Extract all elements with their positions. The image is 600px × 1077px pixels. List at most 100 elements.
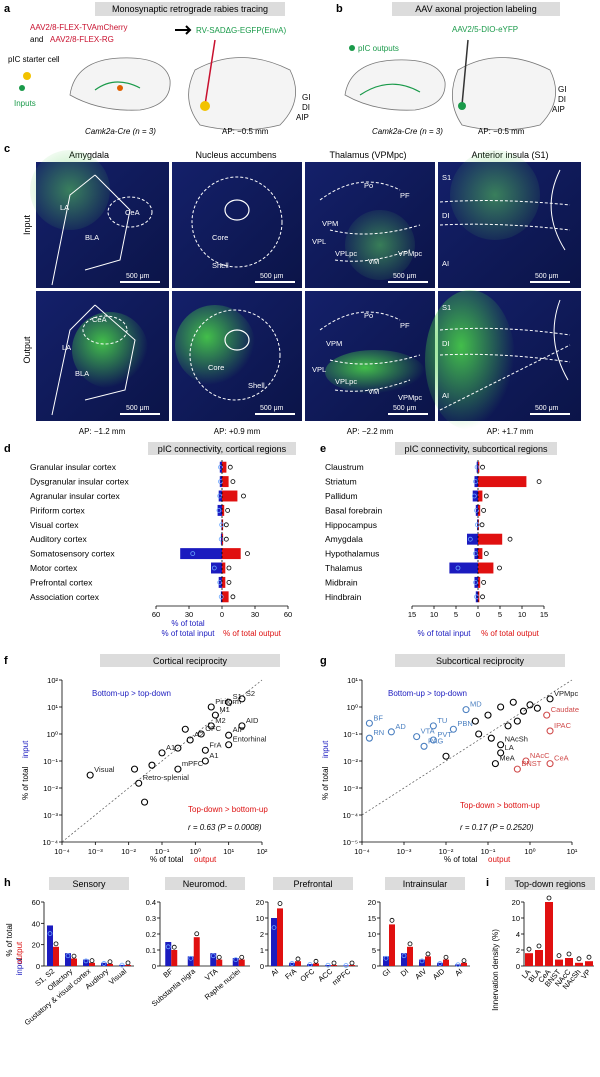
- panel-d: d pIC connectivity, cortical regions Gra…: [4, 442, 296, 638]
- y-tick-label: 10⁻³: [343, 784, 358, 793]
- y-tick-label: 20: [368, 898, 376, 907]
- x-tick-label: 10²: [257, 847, 268, 856]
- dot-input: [218, 594, 224, 600]
- y-tick-label: 10⁰: [47, 730, 58, 739]
- panel-e-title: pIC connectivity, subcortical regions: [405, 444, 548, 454]
- scatter-point: [513, 717, 521, 725]
- panel-g-header-box: [395, 654, 565, 667]
- x-tick-label: 10⁻¹: [155, 847, 170, 856]
- bar-output: [107, 963, 113, 966]
- dot-output: [295, 956, 301, 962]
- y-tick-label: 10⁻⁴: [42, 838, 58, 847]
- dot-output: [481, 580, 487, 585]
- tick-label: 15: [408, 610, 416, 619]
- bar-input: [218, 490, 222, 502]
- scatter-point: [546, 727, 554, 735]
- bar-output: [222, 519, 224, 531]
- y-tick-label: 10⁻¹: [43, 757, 58, 766]
- bar-input: [165, 942, 172, 966]
- point-label: FrA: [209, 740, 221, 749]
- region-la: LA: [60, 203, 69, 212]
- scale-label: 500 μm: [393, 405, 417, 412]
- panel-d-axis: 60 30 0 30 60: [152, 460, 292, 619]
- projection-signal: [425, 290, 515, 430]
- panel-a-title: Monosynaptic retrograde rabies tracing: [112, 4, 268, 14]
- point-label: S2: [246, 689, 255, 698]
- y-tick-label: 10¹: [47, 703, 58, 712]
- y-tick-label: 10⁻⁵: [343, 838, 358, 847]
- bar-output: [222, 562, 226, 574]
- point-label: Piriform: [215, 697, 241, 706]
- panel-d-bars: [180, 461, 250, 603]
- panel-g-plot: 10⁻⁴ 10⁻³ 10⁻² 10⁻¹ 10⁰ 10¹10⁻⁵10⁻⁴10⁻³10⁻²10…: [342, 676, 579, 856]
- region-bla: BLA: [75, 369, 89, 378]
- dot-input: [467, 536, 473, 542]
- scatter-point: [471, 717, 479, 725]
- bar-output: [171, 950, 178, 966]
- panel-e: e pIC connectivity, subcortical regions …: [320, 442, 557, 638]
- y-tick-label: 10²: [47, 676, 58, 685]
- bar-output: [295, 961, 301, 966]
- bar-input: [101, 962, 107, 966]
- category-label: Somatosensory cortex: [30, 549, 115, 559]
- scatter-point: [442, 752, 450, 760]
- dot-input: [437, 961, 443, 966]
- panel-c-col-accumbens: Nucleus accumbens: [195, 150, 277, 160]
- x-category-label: BF: [161, 966, 174, 979]
- dot-input: [455, 962, 461, 968]
- bar-output: [478, 519, 479, 531]
- panel-i-ylabel: Innervation density (%): [491, 929, 500, 1011]
- tick-label: 30: [185, 610, 193, 619]
- dot-output: [483, 493, 489, 499]
- x-tick-label: 10⁻²: [121, 847, 136, 856]
- panel-h-ylabel-a: % of total: [5, 923, 14, 957]
- dot-input: [289, 961, 295, 966]
- scale-label: 500 μm: [260, 405, 284, 412]
- tick-label: 60: [284, 610, 292, 619]
- region-ai: AI: [442, 259, 449, 268]
- y-tick-label: 40: [32, 919, 40, 928]
- region-vpmpc: VPMpc: [398, 249, 422, 258]
- panel-f-stats: r = 0.63 (P = 0.0008): [188, 823, 262, 832]
- scatter-point: [130, 765, 139, 773]
- panel-letter-h: h: [4, 877, 11, 889]
- dot-input: [210, 953, 216, 959]
- y-tick-label: 10¹: [347, 676, 358, 685]
- region-cea: CeA: [125, 208, 140, 217]
- point-label: LA: [505, 743, 514, 752]
- dot-density: [526, 946, 532, 952]
- bar-density: [575, 962, 583, 966]
- panel-letter-i: i: [486, 877, 489, 889]
- point-label: PVT: [437, 730, 452, 739]
- panel-f-top-down: Top-down > bottom-up: [188, 805, 268, 814]
- scatter-point: [513, 765, 521, 773]
- region-core: Core: [208, 363, 224, 372]
- y-tick-label: 0: [260, 962, 264, 971]
- bar-output: [193, 937, 200, 966]
- region-cea: CeA: [92, 315, 107, 324]
- region-bla: BLA: [85, 233, 99, 242]
- dot-input: [419, 958, 425, 964]
- dot-output: [313, 958, 319, 964]
- panel-letter-a: a: [4, 3, 11, 15]
- dot-input: [47, 931, 53, 936]
- category-label: Auditory cortex: [30, 534, 87, 544]
- scatter-point: [497, 741, 505, 749]
- panel-a-region-di: DI: [302, 103, 310, 112]
- dot-output: [71, 953, 77, 959]
- x-category-label: AID: [431, 966, 447, 981]
- x-category-label: Visual: [107, 966, 129, 986]
- bar-output: [216, 959, 223, 966]
- panel-b-mouse: Camk2a-Cre (n = 3): [372, 127, 443, 136]
- dot-output: [241, 493, 246, 499]
- panel-b-title: AAV axonal projection labeling: [415, 4, 536, 14]
- y-tick-label: 2: [260, 930, 264, 939]
- dot-output: [461, 958, 467, 964]
- dot-input: [325, 962, 331, 968]
- panel-c: c Amygdala Nucleus accumbens Thalamus (V…: [4, 143, 581, 436]
- region-di: DI: [442, 339, 450, 348]
- dot-input: [455, 565, 461, 571]
- label-signal: [450, 150, 540, 240]
- dot-input: [471, 493, 477, 499]
- x-category-label: GI: [380, 967, 392, 979]
